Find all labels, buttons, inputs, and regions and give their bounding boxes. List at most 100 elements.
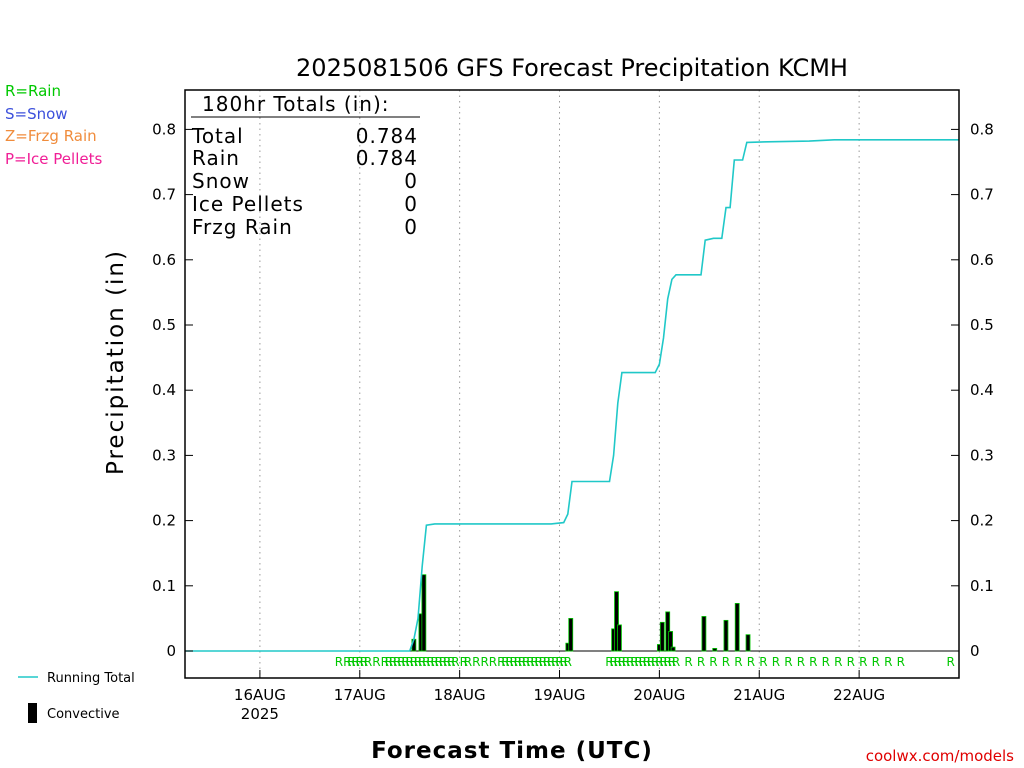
precip-type-label: R <box>605 655 613 669</box>
y-tick-label: 0.4 <box>152 381 176 399</box>
precip-type-label: R <box>651 655 659 669</box>
convective-bar <box>734 603 740 652</box>
precip-type-label: R <box>639 655 647 669</box>
precip-type-label: R <box>381 655 389 669</box>
totals-header: 180hr Totals (in): <box>202 92 390 116</box>
precip-type-label: R <box>356 655 364 669</box>
precip-type-label: R <box>797 655 805 669</box>
precip-type-label: R <box>722 655 730 669</box>
precip-type-label: R <box>897 655 905 669</box>
y-axis-right: 0 0.1 0.2 0.3 0.4 0.5 0.6 0.7 0.8 <box>951 120 994 660</box>
precip-type-label: R <box>551 655 559 669</box>
precip-type-label: R <box>510 655 518 669</box>
precip-type-label: R <box>372 655 380 669</box>
y-tick-label: 0.3 <box>970 446 994 464</box>
y-axis-left: 0 0.1 0.2 0.3 0.4 0.5 0.6 0.7 0.8 <box>152 120 193 660</box>
totals-value: 0 <box>404 169 418 193</box>
totals-box: 180hr Totals (in): Total 0.784 Rain 0.78… <box>191 92 420 239</box>
precip-type-label: R <box>447 655 455 669</box>
running-total-line <box>185 139 959 652</box>
x-tick-sublabel: 2025 <box>241 705 279 723</box>
precip-type-label: R <box>526 655 534 669</box>
x-tick-label: 19AUG <box>534 686 586 704</box>
y-tick-label: 0 <box>970 642 980 660</box>
precip-type-label: R <box>547 655 555 669</box>
convective-bar <box>614 591 619 652</box>
convective-bar <box>701 616 707 652</box>
precip-type-label: R <box>947 655 955 669</box>
y-tick-label: 0.6 <box>970 251 994 269</box>
y-tick-label: 0.1 <box>152 577 176 595</box>
x-tick-label: 21AUG <box>733 686 785 704</box>
totals-label: Rain <box>192 146 240 170</box>
grid-lines <box>185 90 959 678</box>
y-tick-label: 0.7 <box>970 186 994 204</box>
y-tick-label: 0.7 <box>152 186 176 204</box>
precip-type-label: R <box>518 655 526 669</box>
precip-type-label: R <box>643 655 651 669</box>
convective-bar <box>668 631 674 652</box>
precip-type-label: R <box>655 655 663 669</box>
convective-bar <box>723 619 729 652</box>
precip-type-label: R <box>634 655 642 669</box>
precip-type-label: R <box>630 655 638 669</box>
precip-type-label: R <box>514 655 522 669</box>
precip-type-label: R <box>431 655 439 669</box>
totals-label: Total <box>191 124 244 148</box>
precip-type-label: R <box>343 655 351 669</box>
precip-type-label: R <box>406 655 414 669</box>
convective-swatch <box>28 703 37 723</box>
precip-type-label: R <box>834 655 842 669</box>
totals-label: Ice Pellets <box>192 192 304 216</box>
precip-type-label: R <box>364 655 372 669</box>
x-tick-label: 20AUG <box>633 686 685 704</box>
x-axis-label: Forecast Time (UTC) <box>371 738 653 764</box>
y-tick-label: 0 <box>166 642 176 660</box>
precip-type-label: R <box>501 655 509 669</box>
precip-type-label: R <box>435 655 443 669</box>
precip-type-label: R <box>564 655 572 669</box>
precip-type-label: R <box>684 655 692 669</box>
precip-type-legend: R=Rain S=Snow Z=Frzg Rain P=Ice Pellets <box>5 82 102 168</box>
precip-type-label: R <box>539 655 547 669</box>
totals-label: Snow <box>192 169 250 193</box>
plot-frame <box>184 89 960 679</box>
precip-type-label: R <box>385 655 393 669</box>
precip-type-label: R <box>535 655 543 669</box>
precip-type-label: R <box>422 655 430 669</box>
convective-bar <box>712 647 718 652</box>
x-tick-label: 22AUG <box>833 686 885 704</box>
x-tick-label: 17AUG <box>334 686 386 704</box>
precip-type-label: R <box>543 655 551 669</box>
y-tick-label: 0.6 <box>152 251 176 269</box>
precip-type-label: R <box>439 655 447 669</box>
precip-type-label: R <box>351 655 359 669</box>
precip-type-label: R <box>410 655 418 669</box>
totals-value: 0 <box>404 192 418 216</box>
precip-type-label: R <box>460 655 468 669</box>
precip-type-label: R <box>414 655 422 669</box>
precip-type-label: R <box>530 655 538 669</box>
running-total-legend-label: Running Total <box>47 671 135 686</box>
precip-type-label: R <box>759 655 767 669</box>
legend-ice-pellets: P=Ice Pellets <box>5 150 102 168</box>
precip-type-label: R <box>772 655 780 669</box>
precip-type-label: R <box>847 655 855 669</box>
y-axis-label: Precipitation (in) <box>103 249 129 475</box>
precip-type-label: R <box>884 655 892 669</box>
precip-type-label: R <box>672 655 680 669</box>
y-tick-label: 0.2 <box>152 512 176 530</box>
totals-label: Frzg Rain <box>192 215 293 239</box>
credit-text: coolwx.com/models <box>866 747 1014 765</box>
y-tick-label: 0.3 <box>152 446 176 464</box>
convective-bar <box>659 621 665 652</box>
precip-type-label: R <box>560 655 568 669</box>
y-tick-label: 0.8 <box>970 120 994 138</box>
convective-bar <box>670 646 676 652</box>
precip-type-label: R <box>426 655 434 669</box>
precip-type-label: R <box>397 655 405 669</box>
precip-type-label: R <box>389 655 397 669</box>
precip-type-label: R <box>505 655 513 669</box>
totals-value: 0.784 <box>356 146 418 170</box>
